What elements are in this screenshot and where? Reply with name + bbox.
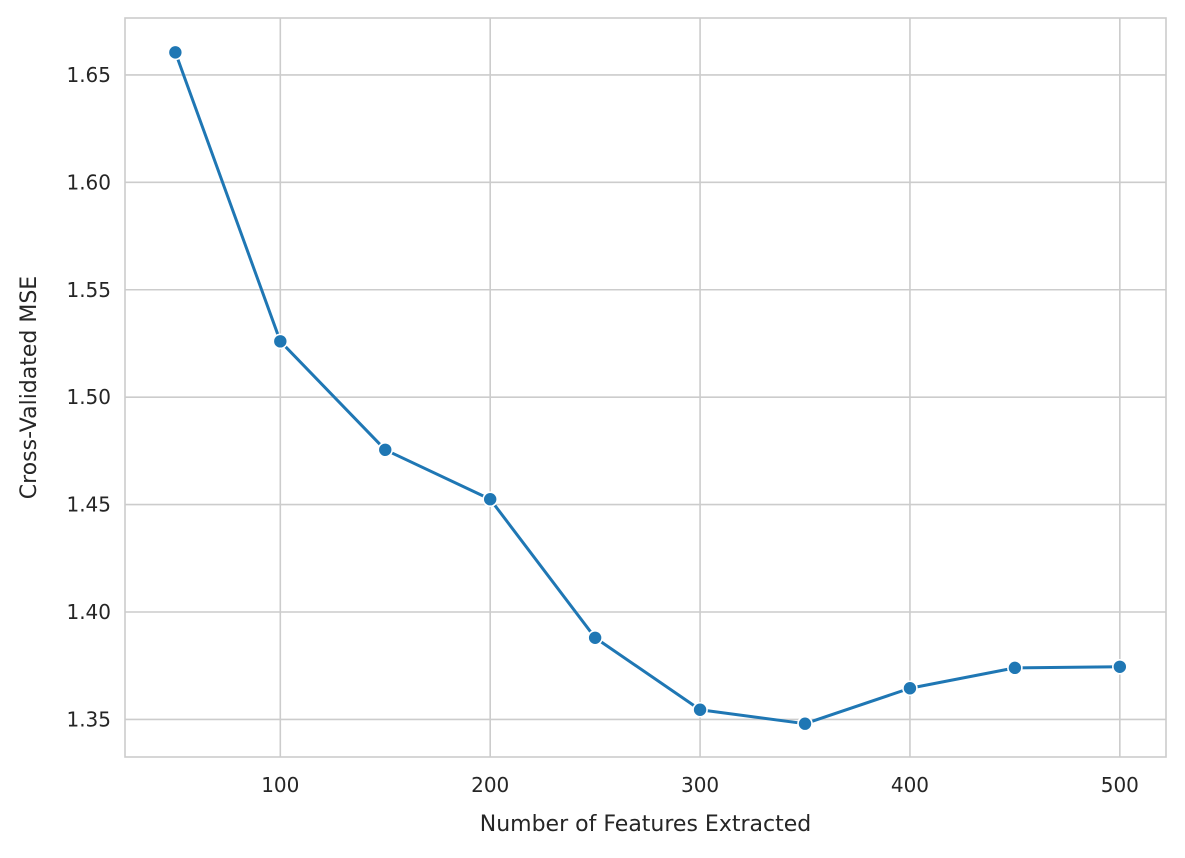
- y-tick-label: 1.55: [66, 278, 111, 302]
- x-tick-label: 300: [681, 773, 719, 797]
- data-point-marker: [167, 44, 184, 61]
- y-tick-label: 1.50: [66, 385, 111, 409]
- series-line: [173, 50, 1122, 726]
- x-tick-label: 200: [471, 773, 509, 797]
- y-tick-label: 1.65: [66, 63, 111, 87]
- grid-lines: [125, 18, 1166, 757]
- data-point-marker: [1007, 660, 1023, 676]
- x-tick-label: 400: [891, 773, 929, 797]
- plot-frame: [124, 17, 1167, 758]
- y-tick-label: 1.40: [66, 600, 111, 624]
- x-tick-label: 100: [261, 773, 299, 797]
- tick-labels: 100 200 300 400 500 1.35 1.40 1.45 1.50 1.55 1.60 1…: [66, 63, 1138, 797]
- data-point-marker: [587, 629, 603, 646]
- y-axis-title: Cross-Validated MSE: [17, 276, 42, 499]
- series-layer: [167, 44, 1128, 732]
- y-tick-label: 1.60: [66, 170, 111, 194]
- plot-area-border: [124, 17, 1167, 758]
- data-point-marker: [692, 701, 708, 718]
- data-point-marker: [797, 715, 813, 732]
- data-point-marker: [272, 333, 289, 350]
- x-tick-label: 500: [1101, 773, 1139, 797]
- y-tick-label: 1.35: [66, 707, 111, 731]
- x-axis-title: Number of Features Extracted: [480, 812, 811, 837]
- data-point-marker: [482, 491, 498, 508]
- data-point-marker: [1112, 658, 1128, 675]
- y-tick-label: 1.45: [66, 493, 111, 517]
- data-point-marker: [377, 441, 394, 458]
- data-point-marker: [902, 680, 918, 697]
